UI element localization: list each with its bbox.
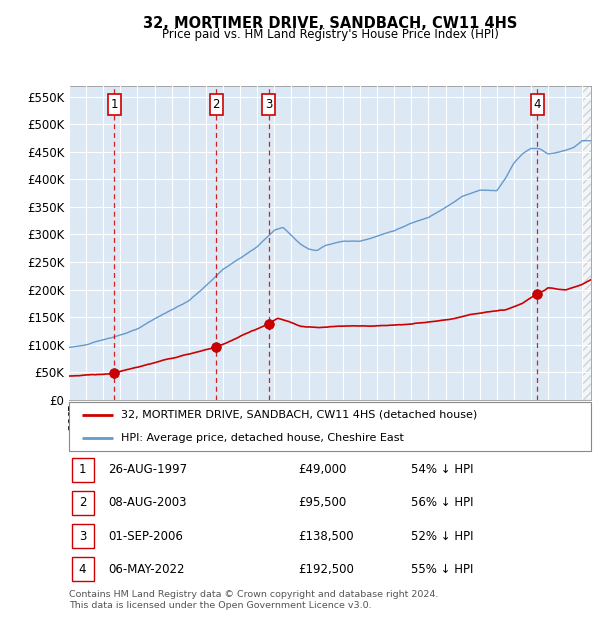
Text: £192,500: £192,500 — [299, 563, 355, 576]
Text: 4: 4 — [533, 99, 541, 112]
Text: 01-SEP-2006: 01-SEP-2006 — [108, 529, 183, 542]
Text: 54% ↓ HPI: 54% ↓ HPI — [411, 463, 473, 476]
Text: 2: 2 — [212, 99, 220, 112]
Text: 1: 1 — [79, 463, 86, 476]
Text: £49,000: £49,000 — [299, 463, 347, 476]
Text: 4: 4 — [79, 563, 86, 576]
FancyBboxPatch shape — [71, 458, 94, 482]
Text: £95,500: £95,500 — [299, 497, 347, 510]
Text: £138,500: £138,500 — [299, 529, 355, 542]
Text: 06-MAY-2022: 06-MAY-2022 — [108, 563, 185, 576]
Text: 52% ↓ HPI: 52% ↓ HPI — [411, 529, 473, 542]
FancyBboxPatch shape — [69, 402, 591, 451]
Text: 32, MORTIMER DRIVE, SANDBACH, CW11 4HS (detached house): 32, MORTIMER DRIVE, SANDBACH, CW11 4HS (… — [121, 410, 478, 420]
Text: 08-AUG-2003: 08-AUG-2003 — [108, 497, 187, 510]
Text: 3: 3 — [265, 99, 272, 112]
FancyBboxPatch shape — [108, 94, 121, 115]
FancyBboxPatch shape — [210, 94, 223, 115]
Text: HPI: Average price, detached house, Cheshire East: HPI: Average price, detached house, Ches… — [121, 433, 404, 443]
Text: 2: 2 — [79, 497, 86, 510]
Text: Contains HM Land Registry data © Crown copyright and database right 2024.: Contains HM Land Registry data © Crown c… — [69, 590, 439, 600]
Text: 55% ↓ HPI: 55% ↓ HPI — [411, 563, 473, 576]
Text: 32, MORTIMER DRIVE, SANDBACH, CW11 4HS: 32, MORTIMER DRIVE, SANDBACH, CW11 4HS — [143, 16, 517, 30]
FancyBboxPatch shape — [71, 557, 94, 582]
Text: 26-AUG-1997: 26-AUG-1997 — [108, 463, 187, 476]
Text: Price paid vs. HM Land Registry's House Price Index (HPI): Price paid vs. HM Land Registry's House … — [161, 28, 499, 41]
FancyBboxPatch shape — [262, 94, 275, 115]
Text: 56% ↓ HPI: 56% ↓ HPI — [411, 497, 473, 510]
Text: This data is licensed under the Open Government Licence v3.0.: This data is licensed under the Open Gov… — [69, 601, 371, 611]
FancyBboxPatch shape — [530, 94, 544, 115]
Text: 3: 3 — [79, 529, 86, 542]
FancyBboxPatch shape — [71, 524, 94, 548]
FancyBboxPatch shape — [71, 491, 94, 515]
Text: 1: 1 — [110, 99, 118, 112]
